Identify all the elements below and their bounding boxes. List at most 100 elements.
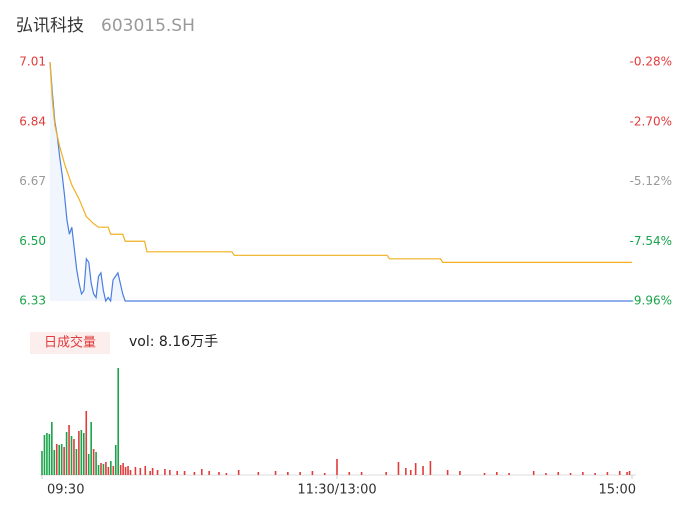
volume-bar [405,468,407,475]
volume-bar [483,473,486,475]
volume-bar [164,469,166,475]
volume-bar [90,422,92,475]
volume-summary: vol: 8.16万手 [129,334,218,350]
y2-tick-label: -9.96% [630,294,672,308]
x-tick-label: 15:00 [599,483,636,498]
volume-label: 日成交量 [44,335,96,351]
volume-bar [225,473,228,475]
volume-bar [149,471,151,475]
volume-bar [55,444,58,475]
volume-bar [557,472,560,475]
volume-bar [112,466,115,475]
volume-bar [545,473,547,475]
x-tick-label: 11:30/13:00 [297,483,376,498]
price-line [49,61,632,263]
volume-bar [348,472,351,475]
volume-bar [422,466,424,475]
volume-bar [46,433,48,475]
volume-bar [78,431,80,475]
volume-bar [594,473,596,475]
volume-bar [110,461,112,475]
volume-bar [97,465,100,475]
volume-bar [68,425,70,475]
y-tick-label: 6.50 [19,234,46,248]
volume-bar [134,467,137,475]
y2-tick-label: -2.70% [630,114,672,128]
volume-bar [532,471,535,475]
volume-bar [495,472,498,475]
stock-code: 603015.SH [101,16,195,36]
volume-bar [75,449,78,475]
volume-bar [95,452,97,475]
volume-bar [117,368,120,475]
volume-bar [48,434,51,475]
price-line [49,61,632,303]
volume-bar [87,454,90,475]
volume-bar [60,444,63,475]
volume-bar [200,469,203,475]
volume-bar [299,472,301,475]
volume-bar [257,472,260,475]
volume-bar [237,470,240,475]
volume-bar [122,463,124,475]
volume-bar [429,461,432,475]
volume-bar [287,472,289,475]
volume-bar [459,471,461,475]
volume-bar [127,466,129,475]
volume-bar [51,422,53,475]
volume-bar [606,472,609,475]
volume-bar [336,459,338,475]
y2-tick-label: -5.12% [630,174,672,188]
volume-bar [569,473,572,475]
volume-bar [53,450,56,475]
volume-bar [311,471,314,475]
volume-bar [582,472,584,475]
y2-tick-label: -7.54% [630,234,672,248]
volume-bar [85,411,88,475]
volume-bar [176,471,179,475]
price-area [50,62,632,301]
y-tick-label: 6.84 [19,114,46,128]
volume-bar [43,435,46,475]
volume-bar [626,472,628,475]
stock-name: 弘讯科技 [16,16,84,36]
volume-bar [80,430,83,475]
volume-bar [414,463,417,475]
volume-bar [58,445,61,475]
volume-bar [508,473,510,475]
volume-bar [208,471,210,475]
volume-bar [100,463,102,475]
x-tick-label: 09:30 [47,483,84,498]
volume-bar [41,451,43,475]
y-tick-label: 6.67 [19,174,46,188]
volume-bar [397,462,400,475]
volume-bar [144,466,147,475]
volume-bar [105,462,107,475]
volume-bar [618,471,621,475]
volume-bar [385,472,387,475]
volume-bar [139,468,142,475]
y2-tick-label: -0.28% [630,55,672,69]
volume-bar [65,432,68,475]
volume-bar [446,470,449,475]
volume-bar [82,433,85,475]
volume-bar [156,470,159,475]
y-tick-label: 6.33 [19,294,46,308]
volume-bar [102,464,105,475]
volume-bar [92,449,95,475]
volume-bar [183,471,186,475]
volume-bar [169,470,171,475]
volume-bar [360,472,363,475]
volume-bar [129,470,132,475]
volume-bar [73,439,75,475]
volume-bar [323,473,326,475]
volume-bar [107,467,110,475]
volume-bar [70,436,73,475]
volume-bar [114,445,117,475]
label-bg [30,332,110,354]
volume-bar [124,467,127,475]
y-tick-label: 7.01 [19,55,46,69]
volume-bar [274,471,277,475]
volume-bar [193,472,196,475]
